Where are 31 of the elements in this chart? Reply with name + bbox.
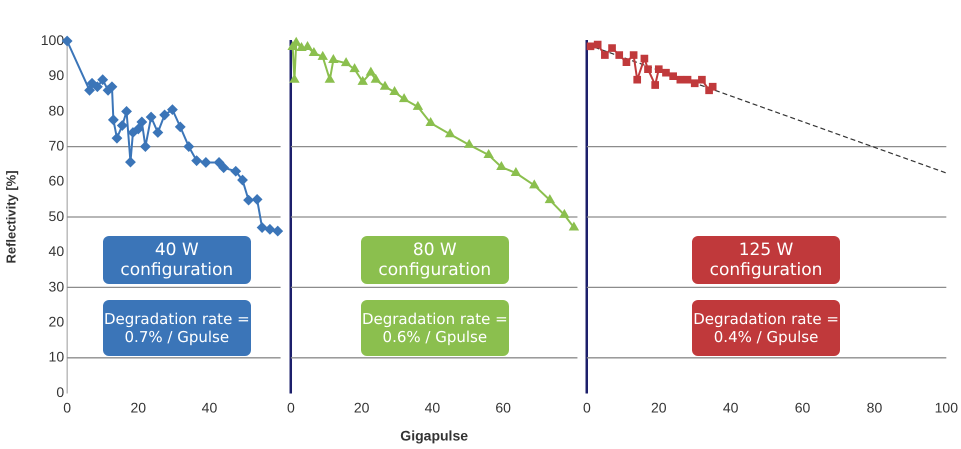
- y-tick-label: 60: [48, 172, 64, 189]
- y-tick-label: 40: [48, 243, 64, 260]
- y-tick-label: 100: [40, 32, 64, 48]
- x-tick-label: 40: [722, 399, 739, 416]
- annotation: 80 W configuration: [360, 236, 509, 284]
- y-axis-title: Reflectivity [%]: [3, 170, 18, 264]
- y-tick-label: 10: [48, 348, 64, 365]
- annotation: Degradation rate = 0.4% / Gpulse: [692, 300, 840, 356]
- y-tick-label: 90: [48, 67, 64, 84]
- annotation: 125 W configuration: [692, 236, 840, 284]
- x-tick-label: 0: [286, 399, 295, 416]
- y-tick-label: 50: [48, 208, 64, 224]
- x-tick-label: 40: [202, 399, 218, 416]
- y-tick-label: 70: [48, 137, 64, 154]
- x-tick-label: 60: [794, 399, 811, 416]
- x-tick-label: 20: [353, 399, 370, 416]
- x-tick-label: 100: [934, 399, 958, 416]
- x-tick-label: 80: [866, 399, 882, 416]
- y-tick-label: 20: [48, 313, 64, 330]
- annotation: Degradation rate = 0.6% / Gpulse: [360, 300, 509, 356]
- annotation: 40 W configuration: [102, 236, 251, 284]
- x-axis-title: Gigapulse: [400, 427, 468, 444]
- y-tick-label: 30: [48, 278, 64, 294]
- x-tick-label: 20: [130, 399, 146, 416]
- x-tick-label: 0: [583, 399, 592, 416]
- x-tick-label: 40: [424, 399, 440, 416]
- x-tick-label: 20: [651, 399, 667, 416]
- x-tick-label: 60: [494, 399, 511, 416]
- annotation: Degradation rate = 0.7% / Gpulse: [102, 300, 251, 356]
- y-tick-label: 80: [48, 102, 64, 118]
- y-tick-label: 0: [56, 384, 64, 400]
